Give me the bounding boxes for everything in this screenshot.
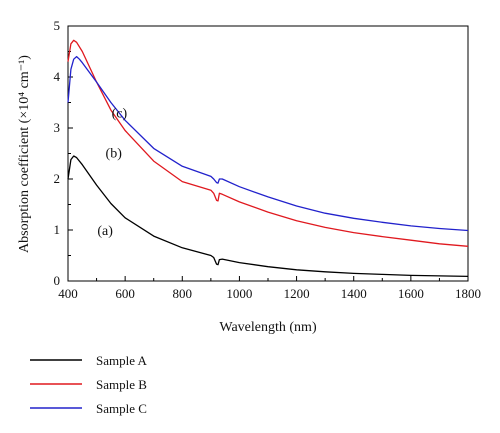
y-axis-ticks: 0 1 2 3 4 5 [54,18,73,288]
x-tick-label: 400 [58,286,78,301]
series-annotations: (a) (b) (c) [97,107,127,239]
x-axis-ticks: 400 600 800 1000 1200 1400 1600 1800 [58,276,481,301]
y-tick-label: 3 [54,120,61,135]
series-line-sample-b [67,39,469,247]
series-line-sample-a [67,155,469,278]
annotation-sample-a: (a) [97,224,113,239]
legend: Sample A Sample B Sample C [30,353,148,416]
annotation-sample-c: (c) [112,107,128,122]
y-tick-label: 1 [54,222,61,237]
y-tick-label: 4 [54,69,61,84]
x-tick-label: 1200 [284,286,310,301]
legend-label: Sample A [96,353,148,368]
y-tick-label: 2 [54,171,61,186]
y-tick-label: 5 [54,18,61,33]
x-tick-label: 800 [173,286,193,301]
x-tick-label: 1400 [341,286,367,301]
series-line-sample-c [67,55,469,232]
x-axis-title: Wavelength (nm) [219,320,317,335]
x-tick-label: 1600 [398,286,424,301]
legend-label: Sample B [96,377,147,392]
y-tick-label: 0 [54,273,61,288]
y-axis-title: Absorption coefficient (×10⁴ cm⁻¹) [17,55,32,253]
annotation-sample-b: (b) [106,146,123,161]
legend-label: Sample C [96,401,147,416]
plot-frame [67,25,469,282]
x-tick-label: 1000 [226,286,252,301]
x-tick-label: 600 [115,286,135,301]
x-tick-label: 1800 [455,286,481,301]
series-lines [67,39,469,278]
